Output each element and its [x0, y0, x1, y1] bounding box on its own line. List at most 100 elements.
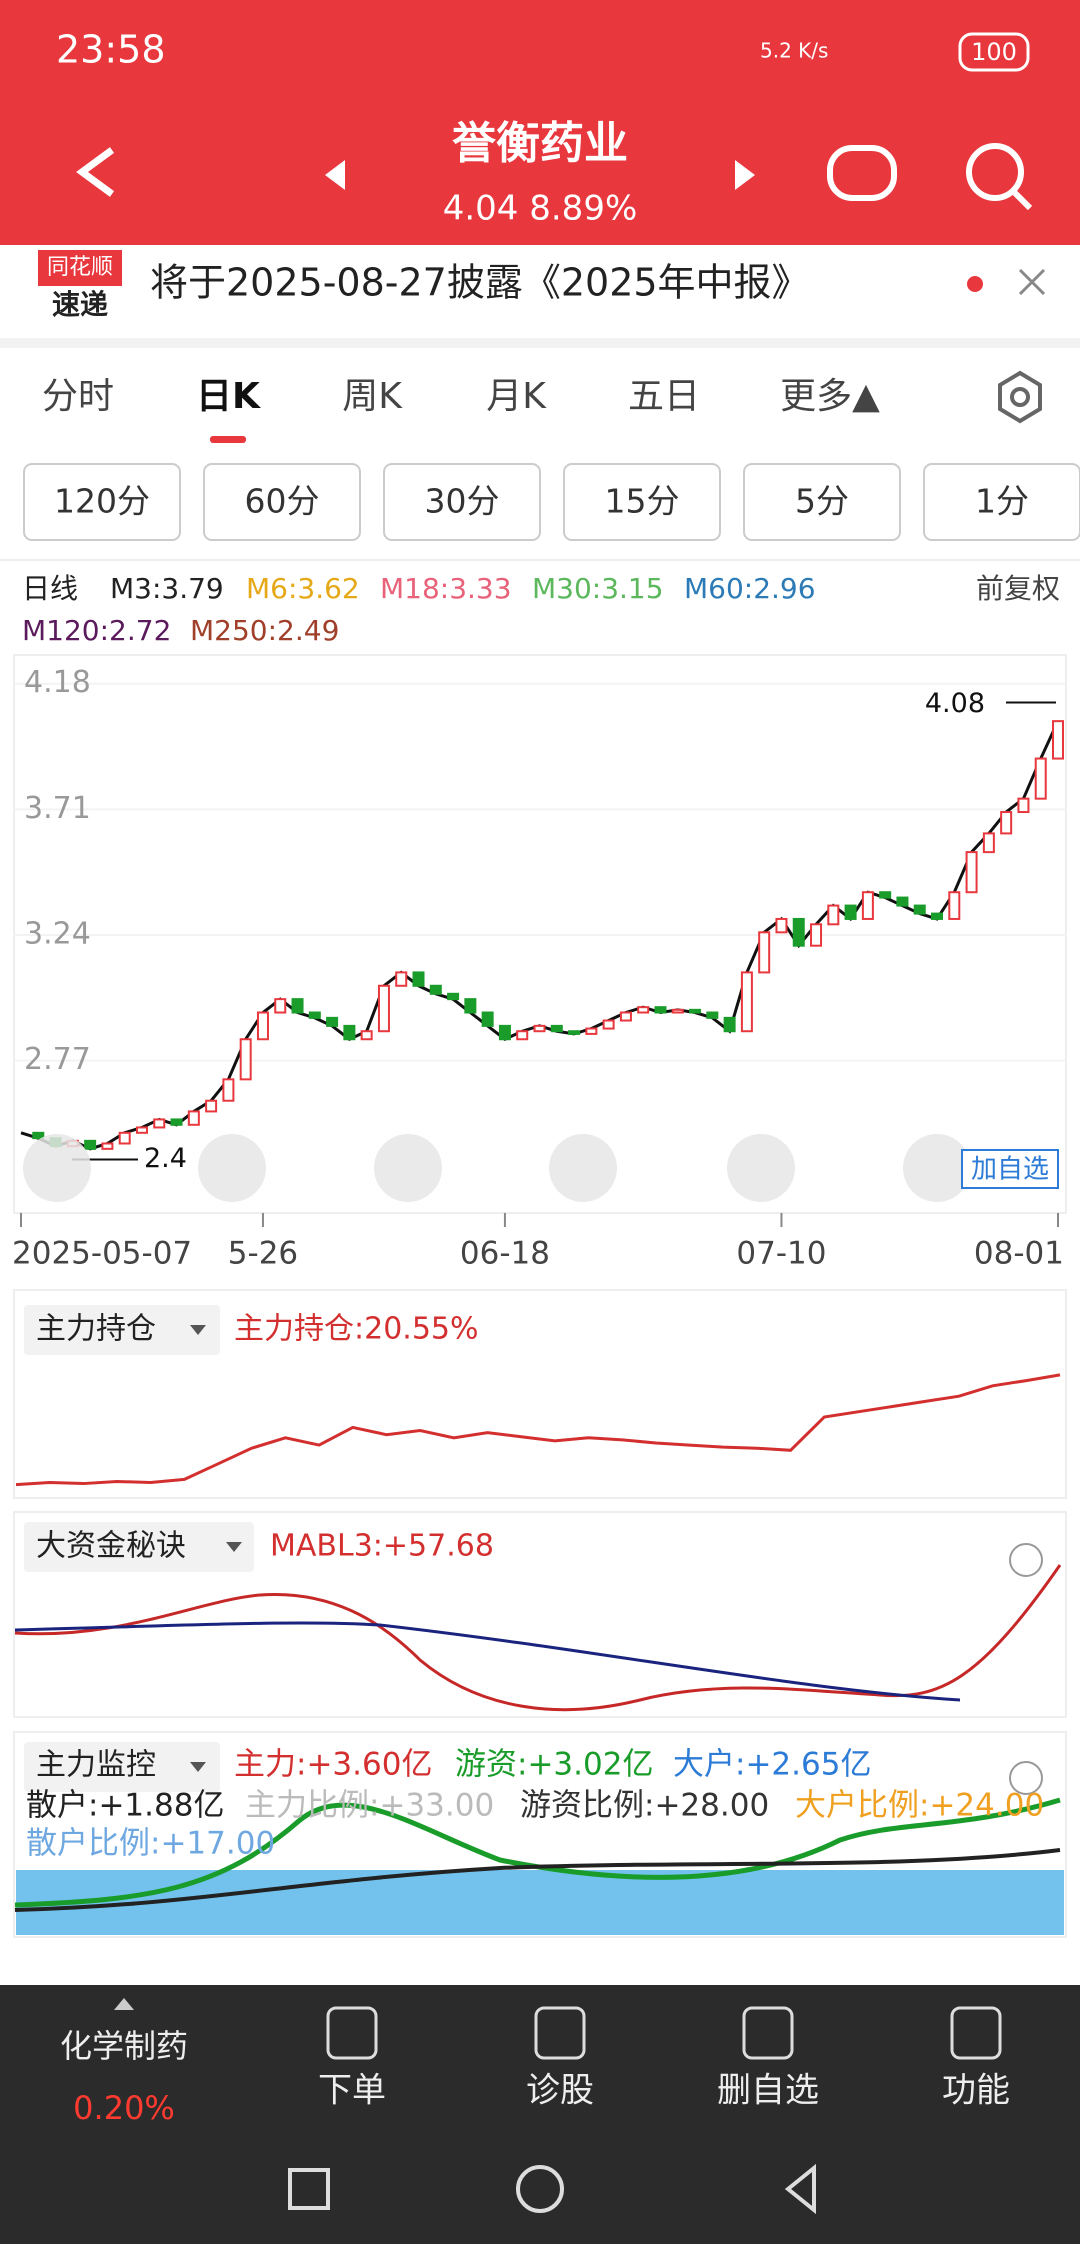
- next-stock[interactable]: [735, 160, 755, 190]
- candle: [671, 1008, 684, 1014]
- chart-control[interactable]: [374, 1134, 442, 1202]
- tab[interactable]: 更多▲: [780, 376, 880, 417]
- banner-text[interactable]: 将于2025-08-27披露《2025年中报》: [150, 261, 810, 305]
- x-tick-label: 2025-05-07: [12, 1236, 192, 1272]
- add-watch-button[interactable]: [961, 1149, 1059, 1189]
- nav-icon[interactable]: [326, 2006, 378, 2060]
- help-icon[interactable]: [1009, 1543, 1043, 1577]
- mabl-base-line: [14, 1621, 961, 1702]
- monitor-item: 主力比例:+33.00: [245, 1788, 494, 1824]
- dropdown-arrow: [190, 1762, 206, 1772]
- nav-icon[interactable]: [950, 2006, 1002, 2060]
- chart-control[interactable]: [198, 1134, 266, 1202]
- mabl-select[interactable]: [24, 1522, 254, 1572]
- nav-recent[interactable]: [288, 2168, 330, 2210]
- search-icon[interactable]: [966, 143, 1024, 201]
- candle: [827, 904, 840, 926]
- candle: [619, 1011, 632, 1022]
- settings-icon[interactable]: [998, 370, 1042, 424]
- logo-top: 同花顺: [47, 255, 113, 280]
- period-button[interactable]: [743, 463, 901, 541]
- nav-label[interactable]: 下单: [318, 2071, 386, 2111]
- nav-home[interactable]: [516, 2165, 564, 2213]
- bottom-bar: [0, 1985, 1080, 2244]
- header-bg: [0, 0, 1080, 245]
- banner-close[interactable]: [1018, 268, 1046, 296]
- nav-label[interactable]: 诊股: [526, 2071, 594, 2111]
- tab[interactable]: 分时: [42, 376, 114, 417]
- legend-adjust[interactable]: 前复权: [976, 572, 1060, 605]
- candle: [982, 832, 995, 854]
- prev-stock[interactable]: [325, 160, 345, 190]
- monitor-select[interactable]: [24, 1742, 220, 1792]
- candle: [239, 1038, 252, 1081]
- x-tick-label: 08-01: [974, 1236, 1064, 1272]
- candle: [429, 984, 442, 995]
- tab[interactable]: 日K: [196, 376, 261, 417]
- period-button[interactable]: [563, 463, 721, 541]
- help-icon[interactable]: [1009, 1761, 1043, 1795]
- candle: [101, 1142, 114, 1150]
- candle: [1017, 797, 1030, 814]
- candle: [395, 971, 408, 987]
- separator: [0, 338, 1080, 348]
- dropdown-arrow: [226, 1542, 242, 1552]
- candle: [464, 998, 477, 1014]
- monitor-item: 游资比例:+28.00: [520, 1788, 769, 1824]
- nav-back[interactable]: [784, 2163, 816, 2215]
- sector-arrow: [114, 1998, 134, 2010]
- period-label: 1分: [975, 482, 1029, 521]
- tab-indicator: [210, 436, 246, 443]
- candle: [326, 1016, 339, 1027]
- tab[interactable]: 月K: [486, 376, 547, 417]
- status-net: 5.2 K/s: [760, 39, 828, 63]
- tab[interactable]: 周K: [342, 376, 403, 417]
- mabl-value: MABL3:+57.68: [270, 1529, 494, 1564]
- candle: [1052, 720, 1064, 760]
- chart-control[interactable]: [727, 1134, 795, 1202]
- bottom-nav: 下单 诊股 删自选 功能: [318, 2006, 1010, 2111]
- sector-name[interactable]: 化学制药: [60, 2027, 188, 2065]
- monitor-item: 散户比例:+17.00: [26, 1826, 275, 1862]
- candle: [654, 1006, 667, 1014]
- low-label: 2.4: [144, 1143, 187, 1174]
- candle: [343, 1024, 356, 1041]
- nav-icon[interactable]: [534, 2006, 586, 2060]
- ma-label: M250:2.49: [190, 614, 339, 647]
- nav-label[interactable]: 功能: [942, 2071, 1010, 2111]
- chart-control[interactable]: [903, 1134, 971, 1202]
- chart-control[interactable]: [549, 1134, 617, 1202]
- back-button[interactable]: [76, 147, 115, 197]
- stock-price: 4.04 8.89%: [443, 189, 638, 229]
- tab[interactable]: 五日: [628, 376, 700, 417]
- ma-label: M3:3.79: [110, 572, 224, 605]
- monitor-item: 大户:+2.65亿: [673, 1747, 871, 1783]
- candle: [792, 917, 805, 947]
- candle: [447, 992, 460, 1001]
- candle: [118, 1131, 131, 1145]
- chart-control[interactable]: [23, 1134, 91, 1202]
- status-time: 23:58: [56, 28, 166, 72]
- period-label: 5分: [795, 482, 849, 521]
- nav-label[interactable]: 删自选: [717, 2071, 819, 2111]
- monitor-frame: [13, 1731, 1067, 1938]
- period-button[interactable]: [923, 463, 1080, 541]
- candle: [205, 1099, 218, 1113]
- candle: [931, 912, 944, 920]
- period-button[interactable]: [383, 463, 541, 541]
- monitor-item: 散户:+1.88亿: [26, 1788, 224, 1824]
- candle: [706, 1011, 719, 1019]
- period-label: 60分: [245, 482, 320, 521]
- candle: [274, 998, 287, 1014]
- candle: [896, 896, 909, 907]
- candle: [550, 1024, 563, 1033]
- holding-select[interactable]: [24, 1305, 220, 1355]
- candle: [498, 1024, 511, 1041]
- period-button[interactable]: [203, 463, 361, 541]
- candle: [637, 1006, 650, 1014]
- robot-icon[interactable]: [827, 145, 897, 201]
- candle: [533, 1024, 546, 1033]
- nav-icon[interactable]: [742, 2006, 794, 2060]
- period-button[interactable]: [23, 463, 181, 541]
